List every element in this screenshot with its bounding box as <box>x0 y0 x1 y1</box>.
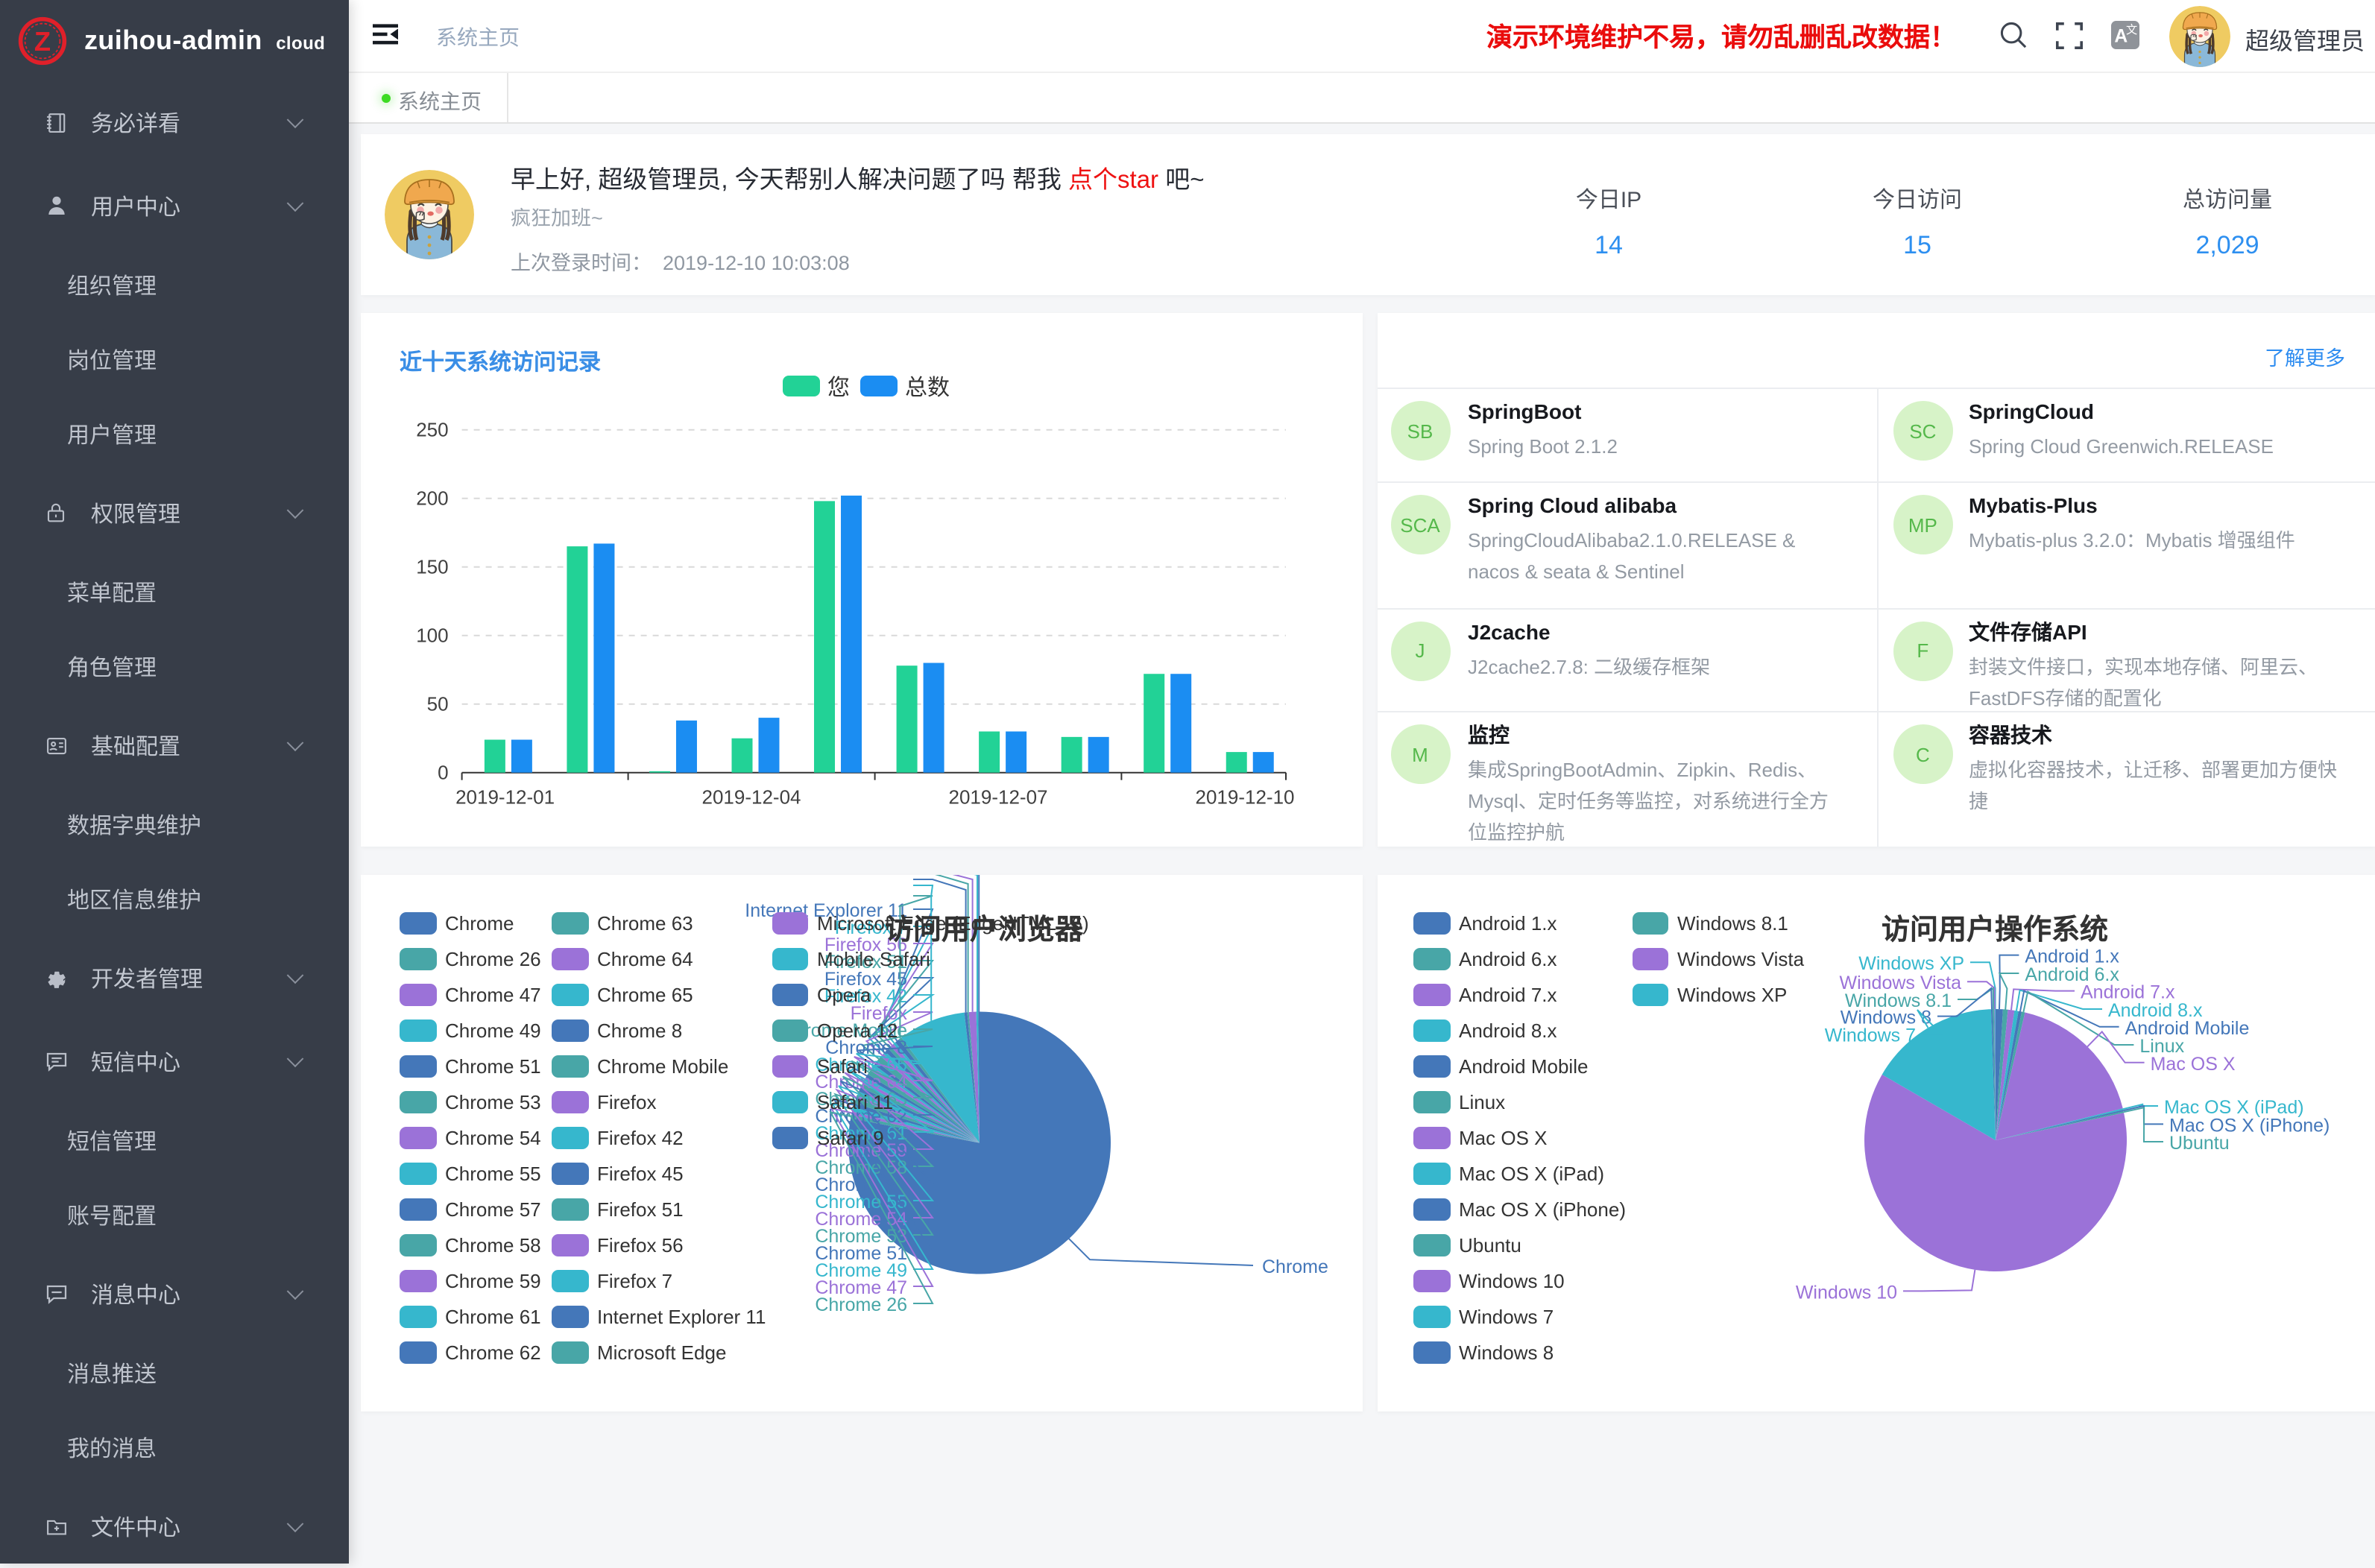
svg-text:0: 0 <box>437 761 447 783</box>
svg-text:Windows XP: Windows XP <box>1858 953 1964 974</box>
svg-text:Android 6.x: Android 6.x <box>2024 964 2119 985</box>
svg-text:Chrome: Chrome <box>1261 1256 1328 1277</box>
svg-text:Z: Z <box>34 25 50 56</box>
svg-text:Firefox 56: Firefox 56 <box>824 935 906 955</box>
svg-text:Chrome 57: Chrome 57 <box>814 1175 906 1195</box>
svg-text:250: 250 <box>415 418 447 440</box>
svg-text:Android Mobile: Android Mobile <box>2125 1018 2249 1039</box>
svg-text:150: 150 <box>415 555 447 578</box>
svg-text:Chrome 51: Chrome 51 <box>814 1243 906 1264</box>
svg-text:2019-12-01: 2019-12-01 <box>455 785 554 808</box>
svg-text:Firefox 7: Firefox 7 <box>834 917 906 938</box>
svg-text:Windows 10: Windows 10 <box>1795 1282 1896 1303</box>
svg-text:200: 200 <box>415 487 447 509</box>
svg-text:Android 8.x: Android 8.x <box>2107 1000 2202 1021</box>
svg-text:Firefox 45: Firefox 45 <box>824 969 906 990</box>
svg-text:Windows 8.1: Windows 8.1 <box>1844 990 1951 1011</box>
svg-text:2019-12-07: 2019-12-07 <box>948 785 1047 808</box>
svg-text:文: 文 <box>2126 24 2137 37</box>
svg-text:Windows 7: Windows 7 <box>1824 1025 1915 1046</box>
svg-text:Internet Explorer 11: Internet Explorer 11 <box>744 900 906 921</box>
svg-text:2019-12-04: 2019-12-04 <box>701 785 801 808</box>
svg-text:Mac OS X (iPhone): Mac OS X (iPhone) <box>2169 1115 2329 1136</box>
svg-text:Android 7.x: Android 7.x <box>2080 982 2174 1003</box>
svg-text:50: 50 <box>426 692 448 715</box>
svg-text:Windows Vista: Windows Vista <box>1839 973 1961 993</box>
svg-text:Linux: Linux <box>2139 1036 2183 1057</box>
svg-text:Chrome 64: Chrome 64 <box>814 1072 906 1093</box>
svg-text:100: 100 <box>415 624 447 646</box>
svg-text:A: A <box>2114 27 2128 47</box>
svg-text:Android 1.x: Android 1.x <box>2024 946 2119 967</box>
svg-text:Windows 8: Windows 8 <box>1840 1008 1931 1028</box>
svg-text:Chrome 47: Chrome 47 <box>814 1277 906 1298</box>
svg-text:Firefox 51: Firefox 51 <box>824 952 906 973</box>
svg-text:Chrome 26: Chrome 26 <box>814 1294 906 1315</box>
svg-text:Chrome 63: Chrome 63 <box>814 1089 906 1110</box>
svg-text:Chrome 53: Chrome 53 <box>814 1226 906 1247</box>
svg-text:Firefox: Firefox <box>850 1003 907 1024</box>
svg-text:Mac OS X: Mac OS X <box>2150 1054 2235 1075</box>
svg-text:Chrome 49: Chrome 49 <box>814 1260 906 1281</box>
svg-text:Firefox 42: Firefox 42 <box>824 986 906 1007</box>
svg-text:2019-12-10: 2019-12-10 <box>1195 785 1294 808</box>
svg-text:Mac OS X (iPad): Mac OS X (iPad) <box>2163 1097 2303 1118</box>
svg-text:Ubuntu: Ubuntu <box>2169 1133 2229 1154</box>
